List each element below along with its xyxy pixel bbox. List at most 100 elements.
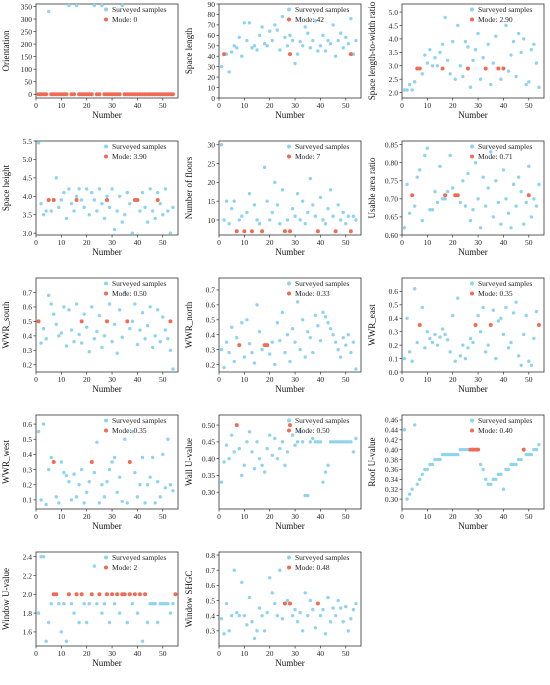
y-tick-label: 0.3 <box>23 465 33 474</box>
y-axis-label: WWR_east <box>367 304 377 346</box>
survey-point <box>140 455 145 460</box>
survey-point <box>522 222 526 226</box>
survey-point <box>514 462 518 467</box>
survey-point <box>227 350 231 355</box>
x-tick-label: 50 <box>159 375 167 384</box>
mode-point <box>51 460 56 464</box>
survey-point <box>275 321 280 325</box>
x-tick-label: 30 <box>108 512 116 521</box>
survey-point <box>290 38 295 43</box>
mode-point <box>476 447 481 452</box>
survey-point <box>402 88 407 92</box>
survey-point <box>336 203 340 207</box>
survey-point <box>316 324 320 328</box>
survey-point <box>288 33 292 38</box>
survey-point <box>97 501 102 505</box>
survey-point <box>529 363 534 367</box>
survey-point <box>278 338 282 343</box>
survey-point <box>262 470 267 474</box>
survey-point <box>232 199 236 203</box>
legend-survey-marker <box>104 418 108 423</box>
survey-point <box>227 456 231 461</box>
survey-point <box>494 34 498 38</box>
survey-point <box>138 483 142 487</box>
chart-panel-11: 0.30 0.35 0.40 0.45 0.50 0 10 20 30 40 50 Number Wal… <box>184 414 362 531</box>
survey-point <box>41 555 46 559</box>
survey-point <box>333 440 338 444</box>
survey-point <box>257 456 262 461</box>
survey-point <box>489 82 493 87</box>
survey-point <box>36 611 41 615</box>
survey-point <box>158 495 162 499</box>
survey-point <box>448 72 452 76</box>
survey-point <box>306 493 310 498</box>
y-axis-label: Usable area ratio <box>367 157 377 218</box>
survey-point <box>143 337 147 341</box>
survey-point <box>306 613 310 618</box>
survey-point <box>74 3 79 8</box>
survey-point <box>451 186 455 190</box>
x-tick-label: 0 <box>400 101 404 110</box>
y-tick-label: 0.40 <box>202 454 215 463</box>
survey-point <box>107 620 112 625</box>
y-tick-label: 0.5 <box>23 317 33 326</box>
chart-panel-10: 0.1 0.2 0.3 0.4 0.5 0.6 0 10 20 30 40 50 Number WWR_w… <box>1 414 179 531</box>
survey-point <box>161 213 165 217</box>
survey-point <box>224 443 229 447</box>
y-tick-label: 3.0 <box>389 62 399 71</box>
survey-point <box>117 611 122 615</box>
survey-point <box>420 305 424 310</box>
survey-point <box>491 308 495 312</box>
survey-point <box>524 200 528 205</box>
survey-point <box>245 38 249 43</box>
survey-point <box>331 23 335 27</box>
mode-point <box>288 423 292 428</box>
y-tick-label: 0.60 <box>385 231 398 240</box>
survey-point <box>445 189 450 194</box>
survey-point <box>150 209 155 213</box>
x-axis-label: Number <box>458 110 488 120</box>
survey-point <box>333 340 338 344</box>
legend-survey-label: Surveyed samples <box>112 553 166 562</box>
y-axis-label: Window U-value <box>1 568 11 630</box>
legend-mode-marker <box>470 17 474 22</box>
y-tick-label: 0.50 <box>202 421 215 430</box>
survey-point <box>107 467 112 472</box>
survey-point <box>478 330 483 334</box>
survey-point <box>64 216 69 221</box>
survey-point <box>504 305 508 310</box>
x-tick-label: 10 <box>424 238 432 247</box>
x-tick-label: 30 <box>291 375 299 384</box>
survey-point <box>326 38 330 43</box>
survey-point <box>224 601 229 606</box>
survey-point <box>44 639 48 643</box>
survey-point <box>245 210 249 215</box>
survey-point <box>235 610 239 615</box>
y-tick-label: 4.0 <box>389 35 399 44</box>
y-tick-label: 0.6 <box>389 287 399 296</box>
survey-point <box>117 308 122 312</box>
y-tick-label: 0.8 <box>206 551 216 560</box>
survey-point <box>222 365 226 370</box>
survey-point <box>270 210 274 215</box>
y-tick-label: 200 <box>21 40 33 49</box>
survey-point <box>280 310 285 315</box>
survey-point <box>328 327 333 331</box>
survey-point <box>425 467 430 472</box>
y-tick-label: 3.5 <box>389 48 399 57</box>
survey-point <box>232 359 236 364</box>
survey-point <box>402 356 407 361</box>
survey-point <box>321 480 325 484</box>
mode-point <box>115 592 120 597</box>
mode-point <box>288 52 292 57</box>
survey-point <box>168 483 173 487</box>
survey-point <box>483 477 488 482</box>
legend-survey-label: Surveyed samples <box>112 279 166 288</box>
survey-point <box>412 287 417 291</box>
survey-point <box>522 332 526 337</box>
x-tick-label: 30 <box>291 101 299 110</box>
mode-point <box>51 197 56 202</box>
survey-point <box>423 53 427 57</box>
